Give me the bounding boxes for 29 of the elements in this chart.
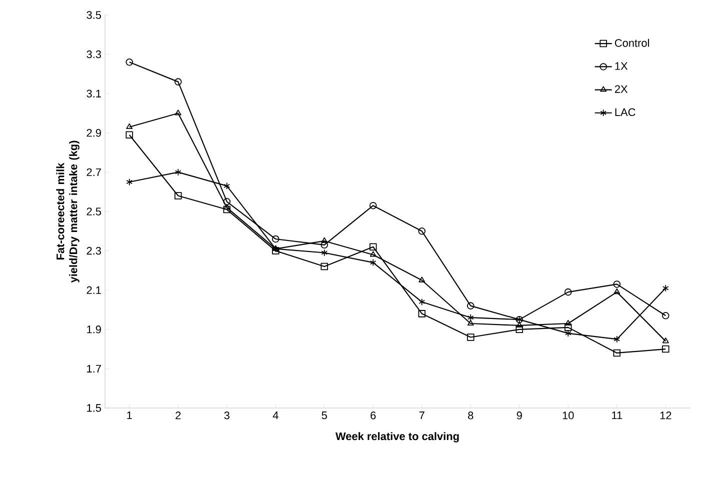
x-tick-label: 6 <box>370 412 376 420</box>
y-tick-label: 3.1 <box>86 90 101 98</box>
x-tick-label: 3 <box>224 412 230 420</box>
y-tick-label: 2.5 <box>86 208 102 216</box>
y-tick-label: 1.9 <box>87 326 101 334</box>
y-tick-label: 1.7 <box>87 364 101 372</box>
x-tick-label: 2 <box>176 412 181 420</box>
y-tick-label: 3.3 <box>86 50 101 58</box>
x-tick-label: 9 <box>516 412 522 420</box>
x-tick-label: 4 <box>272 412 278 420</box>
legend-label: 1X <box>615 62 628 70</box>
x-axis-title: Week relative to calving <box>335 432 459 442</box>
legend-label: 2X <box>614 85 628 93</box>
y-tick-label: 2.7 <box>86 168 101 176</box>
x-tick-label: 5 <box>322 412 327 420</box>
x-tick-label: 1 <box>127 412 132 420</box>
x-tick-label: 7 <box>419 412 424 420</box>
legend-label: Control <box>614 38 649 47</box>
x-tick-label: 11 <box>612 412 622 420</box>
x-tick-label: 8 <box>468 412 474 420</box>
x-tick-label: 12 <box>660 412 672 420</box>
y-tick-label: 2.9 <box>86 129 101 137</box>
y-tick-label: 2.3 <box>86 246 101 255</box>
legend-label: LAC <box>615 108 636 116</box>
x-tick-label: 10 <box>562 412 574 420</box>
y-axis-title: Fat-coreected milk yield/Dry matter intake (kg) <box>56 140 80 283</box>
y-tick-label: 1.5 <box>87 404 102 412</box>
y-tick-label: 2.1 <box>86 286 101 294</box>
y-tick-label: 3.5 <box>86 11 102 19</box>
